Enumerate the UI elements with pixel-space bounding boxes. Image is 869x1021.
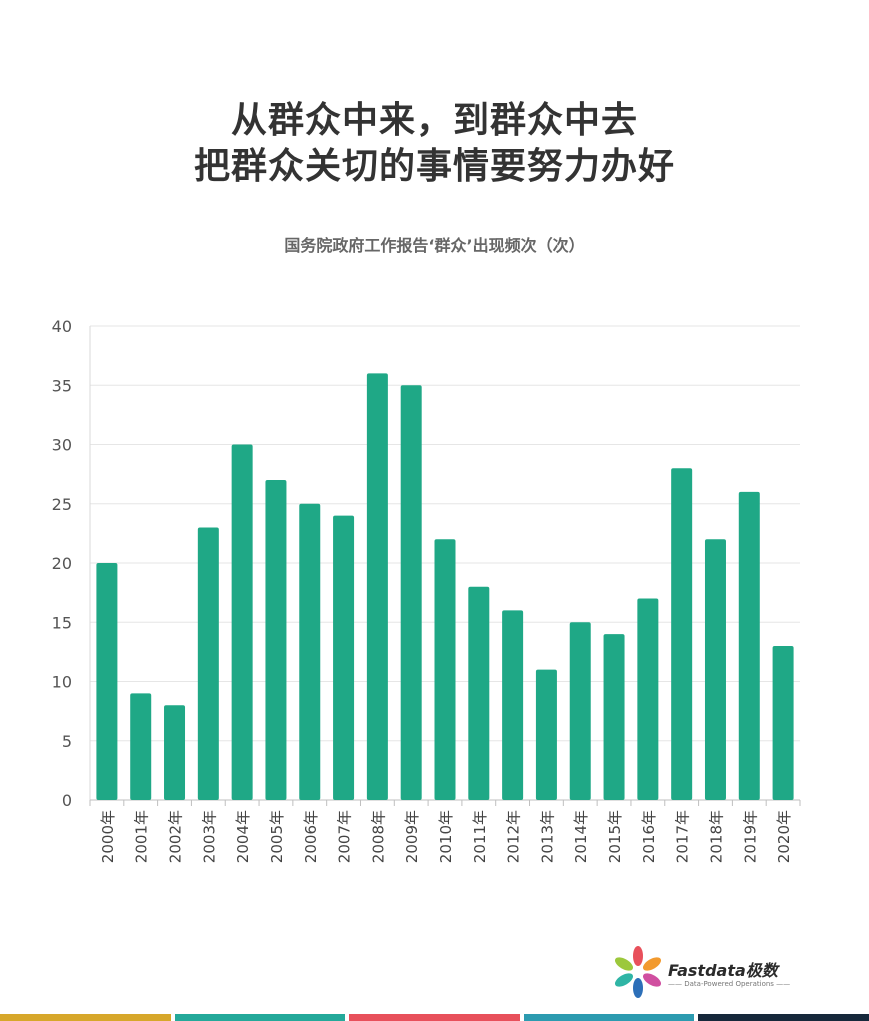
y-tick-label: 0: [62, 791, 72, 810]
y-tick-label: 25: [52, 495, 72, 514]
bar: [400, 385, 422, 800]
x-tick-label: 2008年: [369, 810, 387, 863]
x-tick-label: 2002年: [167, 810, 185, 863]
y-tick-label: 35: [52, 376, 72, 395]
brand-logo: Fastdata极数 —— Data-Powered Operations ——: [612, 944, 802, 1002]
x-tick-label: 2011年: [471, 810, 489, 863]
x-tick-label: 2014年: [572, 810, 590, 863]
bar: [197, 527, 219, 800]
bar: [96, 563, 118, 800]
y-tick-label: 20: [52, 554, 72, 573]
stripe-blue: [523, 1014, 695, 1021]
bar: [637, 598, 659, 800]
x-tick-label: 2016年: [640, 810, 658, 863]
brand-name: Fastdata极数: [668, 961, 778, 980]
x-tick-label: 2001年: [133, 810, 151, 863]
x-tick-label: 2000年: [99, 810, 117, 863]
bar: [569, 622, 591, 800]
bottom-color-stripes: [0, 1014, 869, 1021]
x-tick-label: 2015年: [606, 810, 624, 863]
bar: [434, 539, 456, 800]
stripe-navy: [698, 1014, 869, 1021]
y-tick-label: 15: [52, 613, 72, 632]
title-line-1: 从群众中来，到群众中去: [230, 100, 638, 141]
stripe-gold: [0, 1014, 171, 1021]
bar: [468, 586, 490, 800]
y-tick-label: 30: [52, 436, 72, 455]
bar: [502, 610, 524, 800]
x-tick-label: 2010年: [437, 810, 455, 863]
x-tick-label: 2007年: [336, 810, 354, 863]
bar: [231, 444, 253, 800]
x-tick-label: 2006年: [302, 810, 320, 863]
x-tick-label: 2018年: [707, 810, 725, 863]
brand-tagline: —— Data-Powered Operations ——: [668, 980, 791, 988]
bar: [164, 705, 186, 800]
bar: [366, 373, 388, 800]
chart-title: 国务院政府工作报告‘群众’出现频次（次）: [284, 236, 585, 255]
title-line-2: 把群众关切的事情要努力办好: [193, 146, 675, 187]
bar: [671, 468, 693, 800]
x-tick-label: 2005年: [268, 810, 286, 863]
bar: [299, 503, 321, 800]
x-tick-label: 2004年: [234, 810, 252, 863]
bar: [738, 491, 760, 800]
stripe-red: [349, 1014, 520, 1021]
bar: [535, 669, 557, 800]
page-title: 从群众中来，到群众中去 把群众关切的事情要努力办好: [0, 98, 869, 190]
bar: [265, 480, 287, 800]
bar: [772, 645, 794, 800]
stripe-teal: [174, 1014, 346, 1021]
bar: [704, 539, 726, 800]
x-tick-label: 2019年: [741, 810, 759, 863]
x-tick-label: 2009年: [403, 810, 421, 863]
x-tick-label: 2017年: [674, 810, 692, 863]
bar: [333, 515, 355, 800]
x-tick-label: 2003年: [200, 810, 218, 863]
y-tick-label: 10: [52, 673, 72, 692]
bar: [603, 634, 625, 800]
x-tick-label: 2020年: [775, 810, 793, 863]
y-tick-label: 40: [52, 317, 72, 336]
y-tick-label: 5: [62, 732, 72, 751]
pinwheel-logo-icon: [614, 946, 662, 998]
x-tick-label: 2013年: [538, 810, 556, 863]
bar: [130, 693, 152, 800]
x-tick-label: 2012年: [505, 810, 523, 863]
